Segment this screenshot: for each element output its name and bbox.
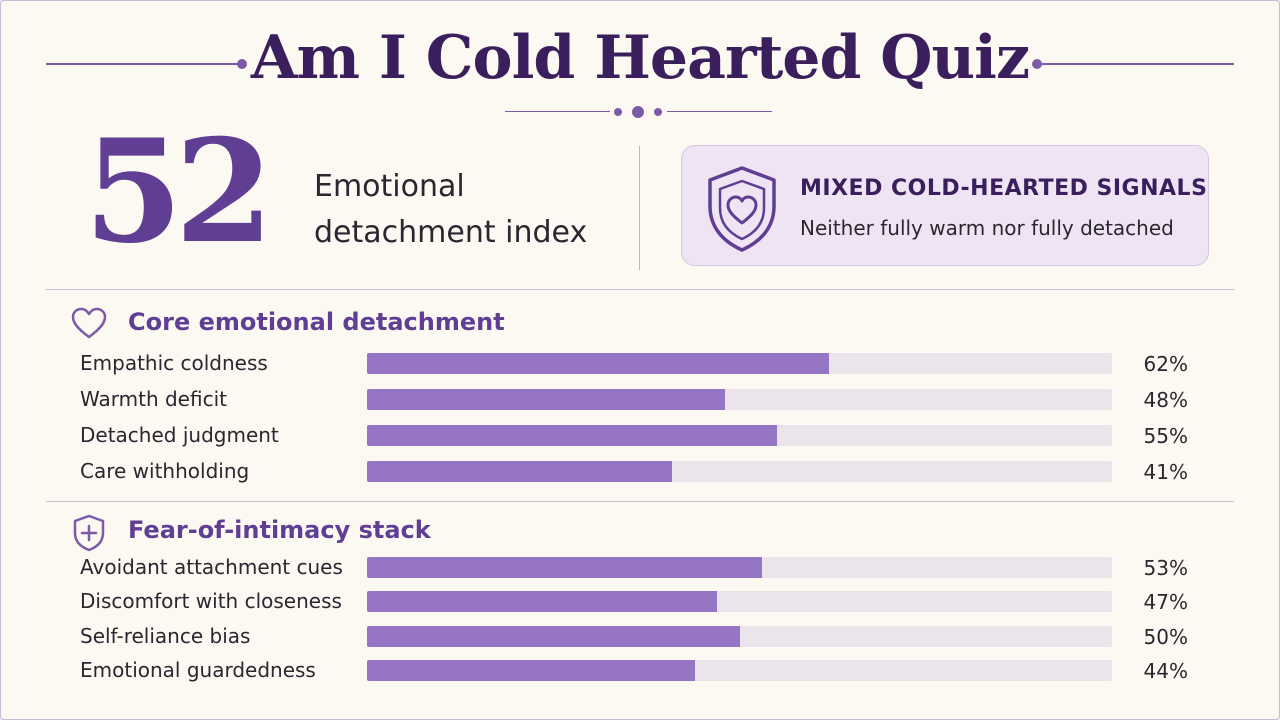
bar-value-label: 53% (1143, 556, 1188, 580)
bar-value-label: 44% (1143, 659, 1188, 683)
bar (367, 626, 740, 647)
bar-label: Detached judgment (80, 423, 279, 447)
bar-value-label: 48% (1143, 388, 1188, 412)
result-badge: MIXED COLD-HEARTED SIGNALS Neither fully… (681, 145, 1209, 266)
title-rule-right (1042, 63, 1234, 65)
bar (367, 557, 762, 578)
bar-track (367, 660, 1112, 681)
section-title-intimacy: Fear-of-intimacy stack (128, 516, 431, 544)
bar-track (367, 353, 1112, 374)
page-title: Am I Cold Hearted Quiz (250, 23, 1030, 93)
bar-label: Self-reliance bias (80, 624, 251, 648)
bar-label: Discomfort with closeness (80, 589, 342, 613)
bar (367, 461, 673, 482)
ornament-dot-right (654, 108, 662, 116)
section-divider-top (46, 289, 1234, 290)
bar-track (367, 389, 1112, 410)
title-rule-left-dot (237, 59, 247, 69)
badge-subtitle: Neither fully warm nor fully detached (800, 216, 1174, 240)
ornament-rule-left (505, 111, 610, 112)
bar-track (367, 626, 1112, 647)
shield-heart-icon (708, 166, 776, 252)
bar (367, 591, 718, 612)
bar (367, 353, 829, 374)
bar-track (367, 557, 1112, 578)
title-rule-left (46, 63, 242, 65)
title-rule-right-dot (1032, 59, 1042, 69)
bar-label: Care withholding (80, 459, 250, 483)
bar-label: Warmth deficit (80, 387, 227, 411)
section-divider-middle (46, 501, 1234, 502)
shield-plus-icon (73, 514, 105, 552)
bar-value-label: 41% (1143, 460, 1188, 484)
bar-value-label: 47% (1143, 590, 1188, 614)
bar-track (367, 591, 1112, 612)
bar-label: Emotional guardedness (80, 658, 316, 682)
ornament-dot-left (614, 108, 622, 116)
bar (367, 389, 725, 410)
bar-value-label: 50% (1143, 625, 1188, 649)
bar-track (367, 461, 1112, 482)
section-title-core: Core emotional detachment (128, 308, 505, 336)
detachment-score: 52 (84, 109, 274, 275)
heart-icon (71, 307, 107, 339)
ornament-dot-center (632, 106, 644, 118)
bar-label: Empathic coldness (80, 351, 268, 375)
bar (367, 660, 695, 681)
bar-value-label: 62% (1143, 352, 1188, 376)
badge-title: MIXED COLD-HEARTED SIGNALS (800, 176, 1208, 201)
bar-label: Avoidant attachment cues (80, 555, 343, 579)
summary-divider (639, 146, 640, 270)
score-label: Emotional detachment index (314, 169, 588, 250)
ornament-rule-right (667, 111, 772, 112)
bar-track (367, 425, 1112, 446)
bar-value-label: 55% (1143, 424, 1188, 448)
bar (367, 425, 777, 446)
